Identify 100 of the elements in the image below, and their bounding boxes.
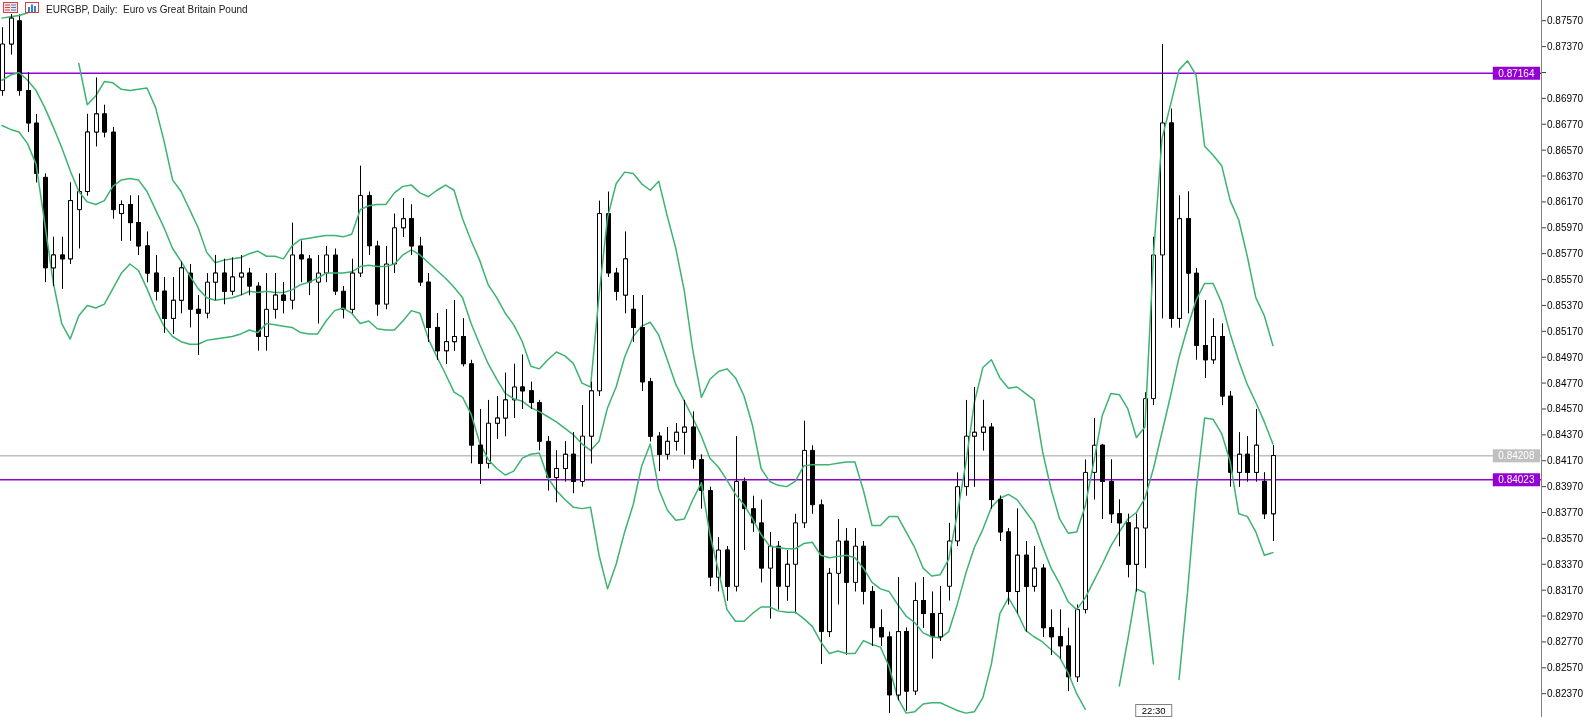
candlestick: [145, 231, 150, 283]
y-tick-label: 0.84970: [1547, 351, 1584, 363]
candlestick: [546, 435, 551, 492]
y-tick-label: 0.82570: [1547, 662, 1584, 674]
candlestick: [665, 426, 670, 460]
candlestick: [435, 312, 440, 361]
candlestick: [725, 545, 730, 602]
candlestick: [529, 381, 534, 410]
candlestick: [1211, 317, 1216, 365]
y-tick-label: 0.84170: [1547, 455, 1584, 467]
candlestick: [392, 213, 397, 274]
ref-line-label: 0.84023: [1498, 474, 1535, 486]
candlestick: [631, 294, 636, 343]
candlestick: [512, 363, 517, 419]
candlestick: [409, 203, 414, 256]
candlestick: [0, 26, 5, 97]
candlestick: [17, 13, 22, 97]
candlestick: [751, 495, 756, 533]
candlestick: [247, 267, 252, 296]
candlestick: [580, 404, 585, 488]
candlestick: [1169, 108, 1174, 328]
candlestick: [1006, 527, 1011, 605]
y-tick-label: 0.84570: [1547, 403, 1584, 415]
y-tick-label: 0.86570: [1547, 144, 1584, 156]
candlestick: [759, 499, 764, 583]
y-tick-label: 0.87570: [1547, 15, 1584, 27]
candlestick: [444, 308, 449, 365]
candlestick: [853, 527, 858, 592]
candlestick: [768, 531, 773, 620]
candlestick: [1075, 603, 1080, 683]
candlestick: [844, 527, 849, 656]
candlestick: [179, 260, 184, 314]
candlestick: [614, 267, 619, 301]
candlestick: [648, 377, 653, 442]
candlestick: [571, 431, 576, 494]
candlestick: [554, 449, 559, 503]
ref-line-label: 0.87164: [1498, 67, 1535, 79]
ref-line-label: 0.84208: [1498, 450, 1535, 462]
candlestick: [119, 200, 124, 242]
candlestick: [870, 585, 875, 647]
candlestick: [34, 113, 39, 183]
candlestick: [478, 408, 483, 485]
candlestick: [1160, 43, 1165, 319]
candlestick: [1126, 513, 1131, 578]
candlestick: [1015, 508, 1020, 614]
line-series: [1, 71, 1274, 639]
candlestick: [1117, 499, 1122, 547]
candlestick: [1186, 191, 1191, 314]
candlestick: [623, 231, 628, 314]
candlestick: [213, 254, 218, 301]
y-tick-label: 0.86170: [1547, 196, 1584, 208]
candlestick: [913, 581, 918, 696]
candlestick: [154, 254, 159, 301]
candlestick: [239, 254, 244, 296]
candlestick: [904, 627, 909, 712]
candlestick: [1203, 299, 1208, 379]
candlestick: [1254, 408, 1259, 482]
candlestick: [264, 272, 269, 352]
candlestick: [307, 254, 312, 296]
candlestick: [938, 585, 943, 642]
candlestick: [486, 399, 491, 470]
candlestick: [136, 194, 141, 256]
candlestick: [597, 200, 602, 397]
candlestick: [102, 104, 107, 138]
candlestick: [256, 281, 261, 352]
candlestick: [461, 317, 466, 367]
candlestick: [273, 272, 278, 319]
candlestick: [657, 431, 662, 472]
y-tick-label: 0.86370: [1547, 170, 1584, 182]
y-tick-label: 0.85370: [1547, 299, 1584, 311]
candlestick: [196, 294, 201, 356]
candlestick: [171, 276, 176, 335]
candlestick: [606, 191, 611, 278]
candlestick: [879, 609, 884, 647]
y-tick-label: 0.83570: [1547, 532, 1584, 544]
candlestick: [290, 222, 295, 310]
candlestick: [341, 285, 346, 319]
candlestick: [989, 422, 994, 510]
y-tick-label: 0.83170: [1547, 584, 1584, 596]
candlestick: [350, 258, 355, 314]
candlestick: [469, 359, 474, 464]
candlestick: [358, 165, 363, 278]
candlestick: [495, 395, 500, 440]
candlestick: [162, 276, 167, 334]
candlestick: [1262, 471, 1267, 520]
candlestick: [9, 13, 14, 55]
candlestick: [699, 453, 704, 510]
candlestick: [896, 576, 901, 701]
candlestick: [674, 422, 679, 451]
candlestick: [691, 411, 696, 470]
candlestick: [316, 254, 321, 325]
candlestick: [324, 245, 329, 283]
candlestick: [802, 420, 807, 529]
candlestick: [230, 257, 235, 296]
y-tick-label: 0.86970: [1547, 92, 1584, 104]
candlestick: [1032, 545, 1037, 592]
y-tick-label: 0.82970: [1547, 610, 1584, 622]
candlestick: [1134, 513, 1139, 592]
candlestick: [589, 381, 594, 464]
candlestick: [537, 399, 542, 451]
